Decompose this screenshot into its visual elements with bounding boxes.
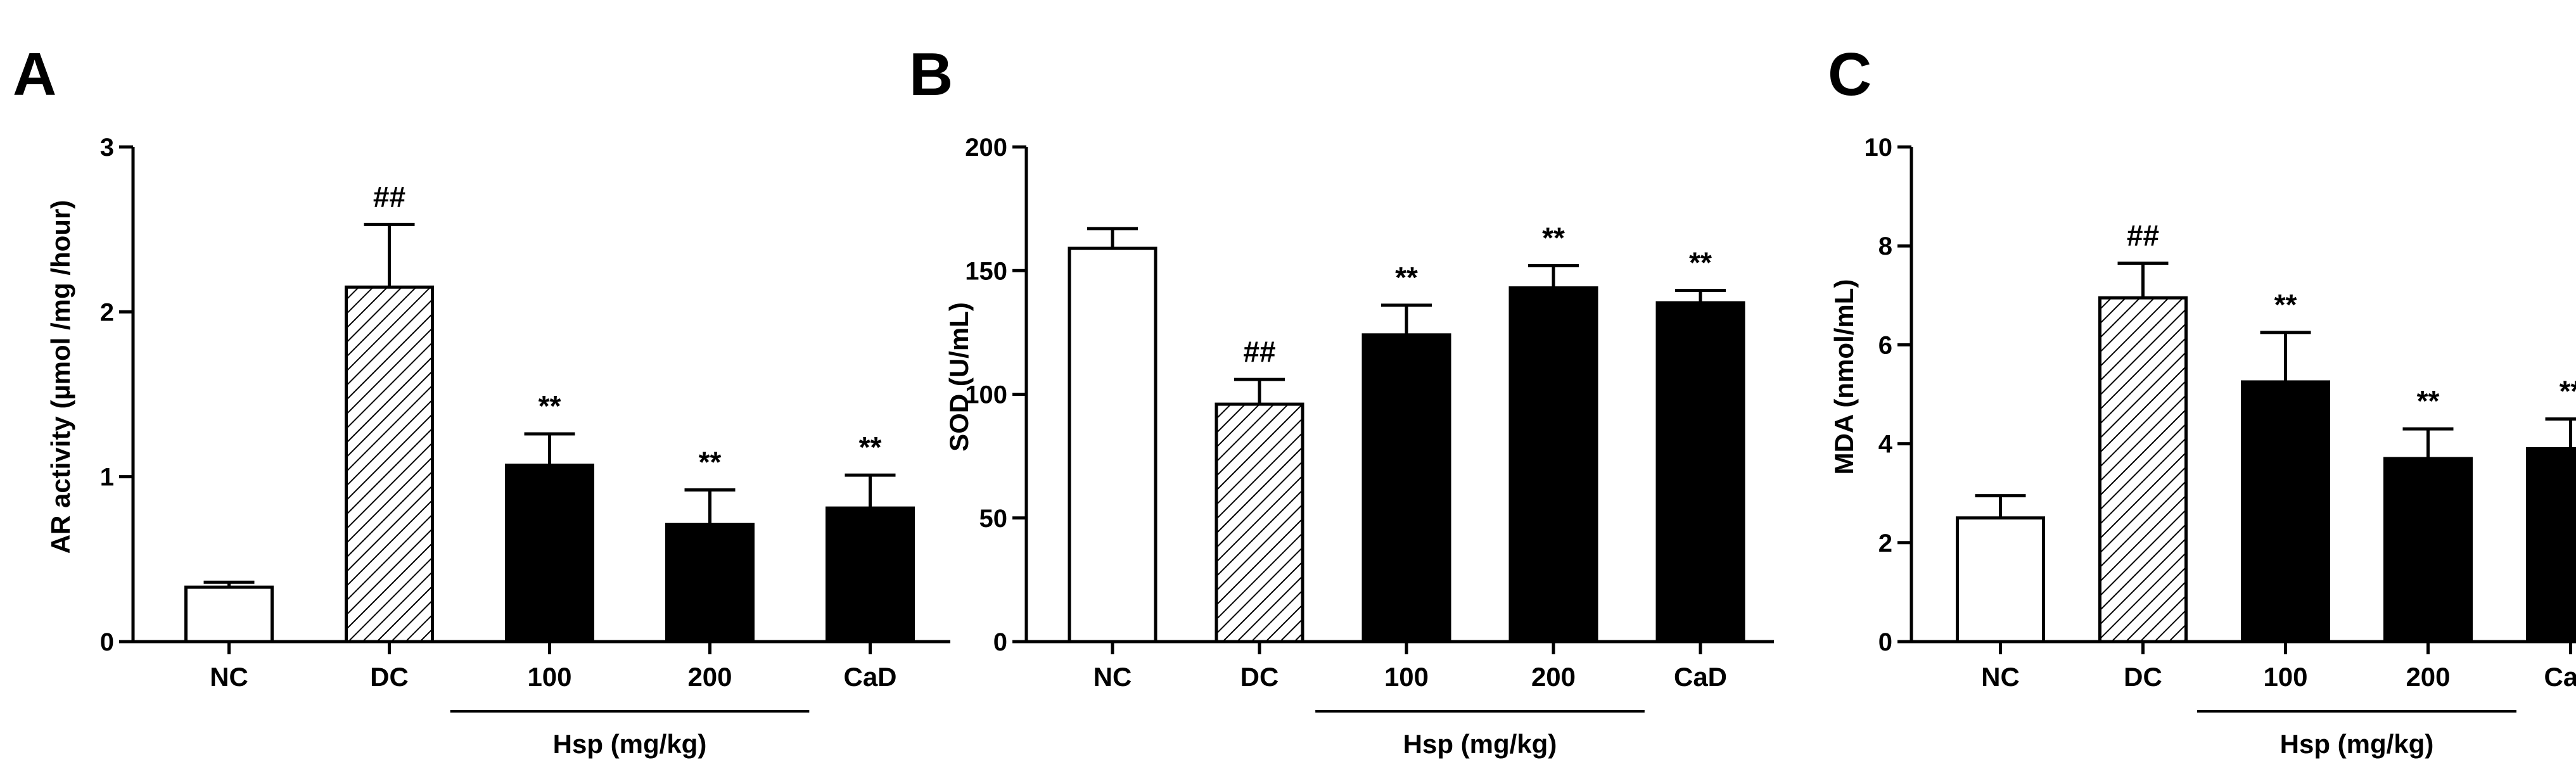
y-axis-label: MDA (nmol/mL) [1829, 279, 1859, 475]
chart-area: 0 1 2 3 NC DC ## 100 ** 200 ** CaD ** Hsp (mg/kg) [100, 134, 950, 759]
chart-area: 0 2 4 6 8 10 NC DC ## 100 ** 200 ** CaD ** Hsp (mg/kg) [1865, 134, 2576, 759]
x-tick-label: 100 [2263, 662, 2307, 692]
bar [2526, 447, 2576, 644]
y-axis-label: SOD (U/mL) [944, 302, 974, 452]
significance-label: ** [859, 431, 882, 464]
panel-a: A AR activity (µmol /mg /hour) 0 1 2 3 NC DC #… [13, 41, 950, 759]
x-tick-label: NC [1981, 662, 2020, 692]
bar [1068, 246, 1157, 644]
bar [2241, 380, 2330, 644]
group-label: Hsp (mg/kg) [553, 729, 707, 759]
y-tick-label: 6 [1878, 331, 1892, 359]
significance-label: ** [539, 390, 561, 422]
x-tick-label: 100 [527, 662, 571, 692]
panel-letter: B [909, 41, 953, 108]
y-tick-label: 1 [100, 464, 114, 492]
significance-label: ** [1689, 246, 1712, 279]
bar [345, 285, 434, 644]
x-tick-label: DC [370, 662, 409, 692]
x-tick-label: DC [2124, 662, 2162, 692]
bar [2383, 457, 2473, 644]
x-tick-label: DC [1240, 662, 1279, 692]
significance-label: ** [2274, 288, 2297, 321]
x-tick-label: 100 [1384, 662, 1429, 692]
panel-c: C MDA (nmol/mL) 0 2 4 6 8 10 NC DC ## 100 ** 200 ** C… [1828, 41, 2576, 759]
bar [1361, 333, 1451, 644]
y-tick-label: 2 [100, 298, 114, 326]
x-tick-label: CaD [1674, 662, 1727, 692]
bar [665, 523, 755, 644]
x-tick-label: 200 [687, 662, 732, 692]
significance-label: ** [699, 445, 722, 478]
panel-b: B SOD (U/mL) 0 50 100 150 200 NC DC ## 100 ** 200 *… [909, 41, 1774, 759]
significance-label: ** [2417, 384, 2440, 417]
y-tick-label: 200 [965, 134, 1007, 162]
significance-label: ** [1542, 221, 1565, 254]
bar [1215, 402, 1304, 644]
x-tick-label: 200 [2406, 662, 2450, 692]
y-tick-label: 8 [1878, 232, 1892, 260]
y-tick-label: 100 [965, 381, 1007, 409]
x-tick-label: 200 [1531, 662, 1576, 692]
y-axis-label: AR activity (µmol /mg /hour) [46, 200, 75, 554]
significance-label: ## [2127, 219, 2159, 252]
significance-label: ** [1395, 261, 1418, 294]
x-tick-label: CaD [843, 662, 896, 692]
significance-label: ## [373, 180, 405, 213]
bar [826, 506, 915, 644]
y-tick-label: 3 [100, 134, 114, 162]
x-tick-label: NC [1094, 662, 1132, 692]
y-tick-label: 50 [979, 505, 1008, 533]
y-tick-label: 0 [1878, 628, 1892, 656]
group-label: Hsp (mg/kg) [2280, 729, 2434, 759]
panel-letter: A [13, 41, 56, 108]
group-label: Hsp (mg/kg) [1403, 729, 1557, 759]
x-tick-label: CaD [2544, 662, 2576, 692]
bar [1655, 301, 1745, 644]
bar [1956, 516, 2045, 644]
y-tick-label: 10 [1865, 134, 1893, 162]
y-tick-label: 150 [965, 257, 1007, 285]
significance-label: ## [1243, 335, 1275, 368]
bar [184, 585, 274, 644]
panel-letter: C [1828, 41, 1871, 108]
significance-label: ** [2560, 375, 2576, 408]
bar [1508, 286, 1598, 644]
x-tick-label: NC [210, 662, 248, 692]
bar [2098, 296, 2188, 644]
y-tick-label: 0 [100, 628, 114, 656]
y-tick-label: 2 [1878, 530, 1892, 557]
bar [505, 463, 594, 644]
y-tick-label: 0 [993, 628, 1007, 656]
chart-area: 0 50 100 150 200 NC DC ## 100 ** 200 ** CaD ** Hsp (mg… [965, 134, 1774, 759]
y-tick-label: 4 [1878, 431, 1893, 459]
